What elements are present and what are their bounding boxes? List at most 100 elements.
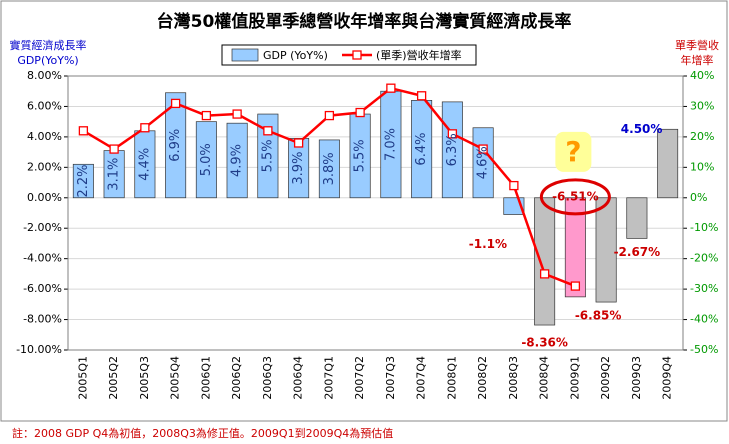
x-tick-label: 2008Q2 bbox=[476, 356, 489, 400]
data-label: 4.6% bbox=[476, 146, 491, 179]
line-marker bbox=[201, 110, 212, 121]
data-label: 4.50% bbox=[621, 122, 663, 136]
line-marker bbox=[170, 98, 181, 109]
data-label: 3.8% bbox=[322, 152, 337, 185]
x-tick-label: 2009Q4 bbox=[661, 356, 674, 400]
line-marker bbox=[386, 83, 396, 93]
line-marker bbox=[324, 110, 335, 121]
data-label: -1.1% bbox=[469, 237, 507, 251]
line-marker bbox=[232, 109, 242, 119]
y-tick-label: 6.00% bbox=[27, 99, 62, 112]
data-label: -8.36% bbox=[521, 336, 568, 350]
data-label: 2.2% bbox=[76, 165, 91, 198]
y2-tick-label: -30% bbox=[690, 282, 718, 295]
legend-swatch bbox=[231, 48, 259, 62]
bar bbox=[534, 197, 556, 326]
y2-tick-label: -50% bbox=[690, 343, 718, 356]
data-label: 6.3% bbox=[445, 133, 460, 166]
y-tick-label: 4.00% bbox=[27, 130, 62, 143]
y-tick-label: -6.00% bbox=[23, 282, 62, 295]
x-tick-label: 2007Q1 bbox=[322, 356, 335, 400]
line-marker bbox=[539, 269, 550, 279]
x-tick-label: 2007Q4 bbox=[415, 356, 428, 400]
y-tick-label: -8.00% bbox=[23, 313, 62, 326]
y-tick-label: 2.00% bbox=[27, 160, 62, 173]
y-tick-label: -2.00% bbox=[23, 221, 62, 234]
line-marker bbox=[478, 144, 488, 154]
bar bbox=[564, 197, 586, 298]
annotation: ? bbox=[565, 135, 581, 168]
bar bbox=[72, 163, 94, 199]
x-tick-label: 2009Q1 bbox=[568, 356, 581, 400]
line-marker bbox=[447, 129, 458, 139]
x-tick-label: 2007Q2 bbox=[353, 356, 366, 400]
x-tick-label: 2008Q4 bbox=[538, 356, 551, 400]
y2-tick-label: -10% bbox=[690, 221, 718, 234]
bar bbox=[226, 122, 248, 199]
x-tick-label: 2009Q3 bbox=[630, 356, 643, 400]
line-marker bbox=[570, 281, 581, 291]
highlight-ring bbox=[539, 178, 611, 216]
y-tick-label: 0.00% bbox=[27, 191, 62, 204]
plot-area bbox=[67, 75, 684, 351]
line-marker bbox=[140, 123, 150, 133]
data-label: 3.1% bbox=[107, 158, 122, 191]
data-label: -6.51% bbox=[552, 189, 599, 203]
legend-label: (單季)營收年增率 bbox=[376, 48, 462, 62]
line-marker bbox=[109, 144, 119, 154]
data-label: 5.0% bbox=[199, 143, 214, 176]
bar bbox=[595, 197, 617, 303]
data-label: 3.9% bbox=[291, 152, 306, 185]
line-marker bbox=[416, 91, 427, 101]
x-tick-label: 2005Q3 bbox=[138, 356, 151, 400]
y-tick-label: -10.00% bbox=[16, 343, 62, 356]
data-label: 5.5% bbox=[260, 139, 275, 172]
line-marker bbox=[509, 180, 519, 191]
bar bbox=[165, 92, 187, 199]
bar bbox=[195, 121, 217, 199]
x-tick-label: 2006Q4 bbox=[292, 356, 305, 400]
legend-marker bbox=[352, 50, 362, 60]
data-label: 6.9% bbox=[168, 129, 183, 162]
y2-axis-label: 年增率 bbox=[681, 53, 714, 67]
y2-tick-label: -20% bbox=[690, 252, 718, 265]
legend-label: GDP (YoY%) bbox=[263, 49, 328, 62]
y2-tick-label: 40% bbox=[690, 69, 714, 82]
y2-tick-label: 0% bbox=[690, 191, 707, 204]
x-tick-label: 2006Q1 bbox=[199, 356, 212, 400]
x-tick-label: 2007Q3 bbox=[384, 356, 397, 400]
y2-tick-label: 20% bbox=[690, 130, 714, 143]
bar bbox=[626, 197, 648, 239]
y2-tick-label: 10% bbox=[690, 160, 714, 173]
y-tick-label: -4.00% bbox=[23, 252, 62, 265]
y-tick-label: 8.00% bbox=[27, 69, 62, 82]
line-marker bbox=[78, 126, 89, 136]
y-axis-label: GDP(YoY%) bbox=[17, 54, 78, 67]
line-marker bbox=[355, 107, 365, 118]
x-tick-label: 2005Q2 bbox=[107, 356, 120, 400]
line-marker bbox=[293, 138, 304, 148]
footnote: 註：2008 GDP Q4為初值，2008Q3為修正值。2009Q1到2009Q… bbox=[12, 426, 393, 440]
bar bbox=[657, 128, 679, 199]
data-label: 7.0% bbox=[383, 128, 398, 161]
annotation-box bbox=[555, 131, 592, 172]
x-tick-label: 2009Q2 bbox=[599, 356, 612, 400]
y2-axis-label: 單季營收 bbox=[675, 38, 719, 52]
line-marker bbox=[263, 126, 273, 136]
x-tick-label: 2008Q3 bbox=[507, 356, 520, 400]
x-tick-label: 2008Q1 bbox=[445, 356, 458, 400]
x-tick-label: 2006Q3 bbox=[261, 356, 274, 400]
x-tick-label: 2006Q2 bbox=[230, 356, 243, 400]
y2-tick-label: 30% bbox=[690, 99, 714, 112]
x-tick-label: 2005Q1 bbox=[76, 356, 89, 400]
chart-title: 台灣50權值股單季總營收年增率與台灣實質經濟成長率 bbox=[157, 11, 572, 32]
y2-tick-label: -40% bbox=[690, 313, 718, 326]
data-label: -2.67% bbox=[614, 245, 661, 259]
data-label: 4.4% bbox=[137, 148, 152, 181]
data-label: 4.9% bbox=[230, 144, 245, 177]
x-tick-label: 2005Q4 bbox=[169, 356, 182, 400]
data-label: 6.4% bbox=[414, 133, 429, 166]
data-label: 5.5% bbox=[353, 139, 368, 172]
